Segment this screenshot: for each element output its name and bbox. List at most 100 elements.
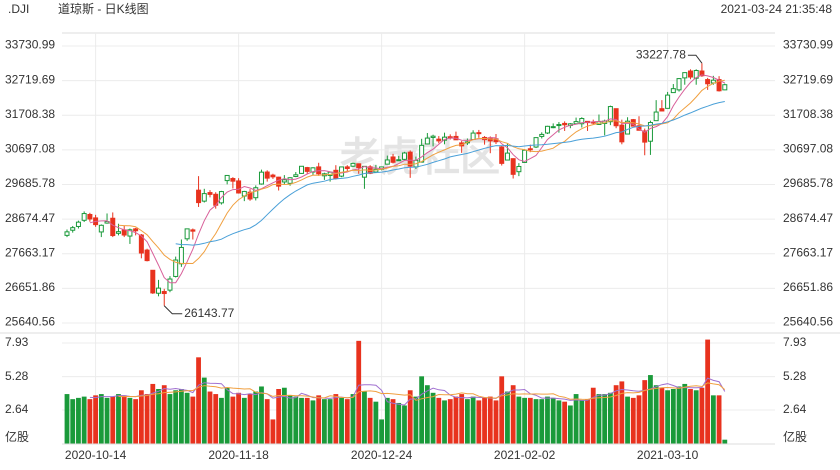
volume-bar <box>98 394 104 444</box>
candle-body <box>384 159 390 165</box>
candle-body <box>533 137 539 148</box>
volume-bar <box>241 397 247 444</box>
candle-body <box>499 146 505 164</box>
candle-body <box>699 70 705 77</box>
candle-body <box>253 187 259 199</box>
y-tick-label-right: 32719.69 <box>783 72 833 86</box>
volume-bar <box>505 391 510 444</box>
volume-bar <box>453 396 459 444</box>
volume-bar <box>642 380 648 444</box>
candle-body <box>705 79 711 85</box>
volume-bar <box>539 399 545 444</box>
candle-body <box>173 259 179 277</box>
volume-bar <box>619 381 625 444</box>
volume-bar <box>110 396 116 444</box>
volume-bar <box>567 405 573 444</box>
volume-bar <box>339 397 344 444</box>
volume-bar <box>682 383 688 444</box>
vol-unit-right: 亿股 <box>783 429 807 444</box>
candle-body <box>407 151 413 167</box>
volume-bar <box>327 399 333 444</box>
volume-bar <box>608 392 613 444</box>
candle-body <box>339 166 345 177</box>
candle-body <box>144 249 150 262</box>
volume-bar <box>264 399 270 444</box>
low-annotation: 26143.77 <box>184 306 234 320</box>
volume-bar <box>482 397 487 444</box>
candle-body <box>361 165 367 178</box>
candle-body <box>476 132 482 135</box>
volume-bar <box>121 395 127 444</box>
ma-line <box>175 101 725 246</box>
volume-bar <box>293 396 299 444</box>
volume-bar <box>161 385 167 444</box>
candle-body <box>276 176 282 187</box>
candle-body <box>430 135 436 138</box>
ma-line <box>118 79 725 265</box>
volume-bar <box>596 394 602 444</box>
volume-bar <box>144 394 150 444</box>
x-tick-label: 2020-11-18 <box>208 448 269 462</box>
candle-body <box>127 229 133 237</box>
candle-body <box>299 165 305 174</box>
volume-bar <box>670 389 676 444</box>
volume-bar <box>722 439 728 444</box>
candle-body <box>333 169 339 180</box>
volume-bar <box>173 390 179 444</box>
volume-bar <box>213 394 219 444</box>
volume-bar <box>384 397 390 444</box>
candle-body <box>81 213 87 221</box>
volume-bar <box>76 397 81 444</box>
volume-bar <box>64 394 70 444</box>
candle-body <box>115 231 121 234</box>
y-tick-label-right: 31708.38 <box>783 107 833 121</box>
volume-bar <box>299 397 304 444</box>
candle-body <box>504 152 510 161</box>
volume-bar <box>133 399 139 444</box>
volume-bar <box>104 397 110 444</box>
candle-body <box>693 70 699 79</box>
candle-body <box>373 168 379 173</box>
volume-bar <box>653 385 659 444</box>
volume-bar <box>70 399 76 444</box>
candle-body <box>98 224 104 233</box>
candle-body <box>665 94 671 109</box>
volume-bar <box>81 396 87 444</box>
volume-bar <box>379 419 384 444</box>
y-tick-label: 33730.99 <box>5 38 55 52</box>
volume-bar <box>613 385 619 444</box>
volume-bar <box>184 392 190 444</box>
volume-bar <box>630 397 636 444</box>
volume-bar <box>430 392 436 444</box>
volume-bar <box>190 396 196 444</box>
volume-bar <box>493 400 499 444</box>
candle-body <box>304 167 310 172</box>
candle-body <box>224 174 230 182</box>
candle-body <box>264 171 270 179</box>
candle-body <box>424 137 430 145</box>
candle-body <box>167 278 173 291</box>
candle-body <box>510 158 516 175</box>
volume-bar <box>333 394 339 444</box>
y-tick-label: 32719.69 <box>5 72 55 86</box>
volume-bar <box>499 376 505 444</box>
candle-body <box>670 88 676 94</box>
volume-bar <box>510 385 516 444</box>
candle-body <box>659 108 665 112</box>
volume-bar <box>407 390 413 444</box>
candle-body <box>356 163 362 169</box>
candle-body <box>613 108 619 127</box>
volume-bar <box>350 394 356 444</box>
candle-body <box>196 189 202 204</box>
vol-tick-label: 5.28 <box>5 369 29 383</box>
candle-body <box>201 193 207 202</box>
candle-body <box>236 180 242 194</box>
candle-body <box>419 144 425 163</box>
volume-bar <box>625 396 630 444</box>
volume-bar <box>579 400 585 444</box>
y-tick-label-right: 30697.08 <box>783 142 833 156</box>
volume-bar <box>310 400 316 444</box>
volume-bar <box>304 397 310 444</box>
candle-body <box>190 229 196 232</box>
x-tick-label: 2021-02-02 <box>494 448 556 462</box>
